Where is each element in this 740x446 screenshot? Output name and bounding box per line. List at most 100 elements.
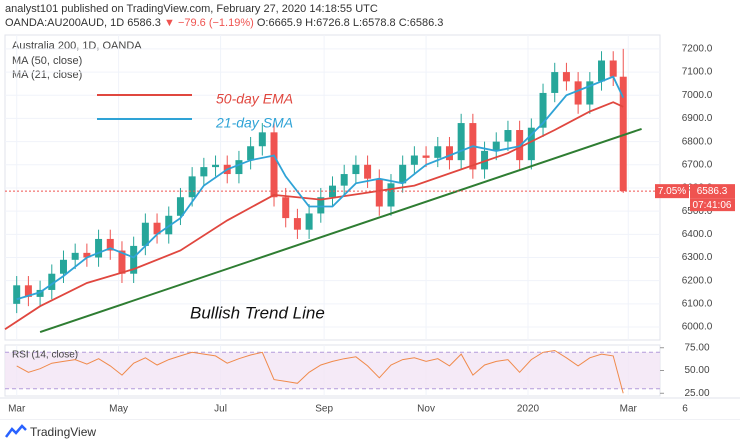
candle-body [340, 174, 348, 186]
candle-body [293, 218, 301, 230]
x-tick-label: May [109, 404, 128, 415]
price-box [690, 184, 735, 199]
change: ▼ −79.6 (−1.19%) [164, 17, 254, 29]
candle-body [212, 164, 220, 168]
candle-body [551, 72, 559, 93]
candle-body [258, 132, 266, 147]
candle-body [106, 238, 114, 251]
rsi-label: RSI (14, close) [12, 350, 78, 361]
candle-body [235, 160, 243, 175]
chart: Australia 200, 1D, OANDA MA (50, close) … [0, 34, 740, 420]
y-tick-label: 6800.0 [682, 136, 713, 147]
brand: TradingView [30, 425, 97, 439]
candle-body [317, 197, 325, 214]
y-tick-label: 6300.0 [682, 252, 713, 263]
candle-body [118, 250, 126, 274]
candle-body [387, 183, 395, 207]
rsi-tick-label: 75.00 [684, 342, 709, 353]
candle-body [352, 164, 360, 175]
rsi-band [5, 352, 660, 389]
candle-body [492, 141, 500, 151]
candle-body [504, 130, 512, 142]
candle-body [13, 285, 21, 304]
candle-body [434, 146, 442, 158]
y-tick-label: 7000.0 [682, 90, 713, 101]
x-tick-label: Jul [214, 404, 227, 415]
indicator-label: MA (50, close) [12, 55, 82, 67]
pane-title: Australia 200, 1D, OANDA [12, 40, 142, 52]
trend-annotation: Bullish Trend Line [190, 303, 325, 322]
candle-body [364, 164, 372, 179]
candle-body [282, 197, 290, 219]
rsi-tick-label: 50.00 [684, 365, 709, 376]
candle-body [305, 213, 313, 230]
y-tick-label: 6400.0 [682, 229, 713, 240]
candle-body [270, 132, 278, 198]
candle-body [188, 176, 196, 198]
price-label: 6586.3 [697, 186, 728, 197]
x-tick-label: Sep [315, 404, 333, 415]
countdown-box [690, 198, 735, 212]
countdown-label: 07:41:06 [693, 200, 732, 211]
x-tick-label: Mar [8, 404, 26, 415]
x-tick-label: 2020 [517, 404, 540, 415]
x-tick-label: 6 [682, 404, 688, 415]
footer: TradingView [5, 424, 96, 440]
y-tick-label: 6100.0 [682, 298, 713, 309]
candle-body [539, 92, 547, 128]
x-tick-label: Mar [620, 404, 638, 415]
candle-body [130, 245, 138, 274]
candle-body [176, 197, 184, 216]
candle-body [329, 185, 336, 198]
y-tick-label: 6000.0 [682, 322, 713, 333]
candle-body [574, 81, 582, 105]
candle-body [153, 222, 161, 235]
symbol-line: OANDA:AU200AUD, 1D 6586.3 ▼ −79.6 (−1.19… [5, 17, 443, 29]
y-tick-label: 7100.0 [682, 67, 713, 78]
x-tick-label: Nov [417, 404, 435, 415]
indicator-label: MA (21, close) [12, 69, 82, 81]
candle-body [165, 215, 173, 235]
trend-line [39, 127, 642, 334]
candle-body [141, 222, 149, 246]
legend-label: 50-day EMA [216, 91, 293, 107]
logo [5, 424, 27, 438]
candle-body [562, 72, 570, 82]
candle-body [247, 146, 255, 161]
change-label: 7.05% [658, 186, 686, 197]
candle-body [457, 123, 465, 161]
candle-body [200, 167, 208, 177]
ohlc: O:6665.9 H:6726.8 L:6578.8 C:6586.3 [256, 17, 444, 29]
candle-body [375, 178, 383, 207]
candle-body [36, 289, 44, 297]
candle-body [481, 150, 489, 170]
y-tick-label: 6900.0 [682, 113, 713, 124]
change-box [655, 184, 689, 199]
y-tick-label: 6500.0 [682, 206, 713, 217]
candle-body [527, 127, 535, 161]
legend-label: 21-day SMA [215, 115, 293, 131]
rsi-line [16, 349, 624, 394]
candle-body [95, 238, 103, 258]
candle-body [445, 146, 453, 161]
rsi-tick-label: 25.00 [684, 388, 709, 399]
candle-body [619, 76, 627, 192]
candle-body [24, 285, 32, 297]
candle-body [83, 252, 91, 258]
y-tick-label: 7200.0 [682, 44, 713, 55]
candle-body [598, 60, 606, 82]
y-tick-label: 6700.0 [682, 159, 713, 170]
candle-body [410, 155, 418, 165]
y-tick-label: 6200.0 [682, 275, 713, 286]
candle-body [59, 259, 67, 274]
candle-body [422, 155, 430, 158]
candle-body [609, 60, 617, 77]
candle-body [586, 81, 594, 105]
candle-body [71, 252, 79, 260]
ma-line [16, 75, 625, 301]
symbol: OANDA:AU200AUD, 1D [5, 17, 125, 29]
publisher-line: analyst101 published on TradingView.com,… [5, 3, 378, 15]
candle-body [399, 164, 407, 184]
candle-body [48, 273, 56, 290]
